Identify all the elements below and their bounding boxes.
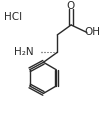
- Text: HCl: HCl: [4, 12, 22, 22]
- Text: O: O: [66, 1, 74, 11]
- Text: OH: OH: [85, 27, 101, 37]
- Text: H₂N: H₂N: [14, 47, 34, 57]
